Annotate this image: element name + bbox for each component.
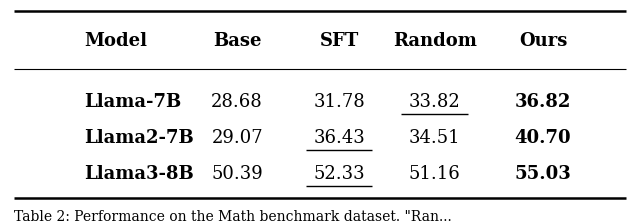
Text: Llama2-7B: Llama2-7B (84, 129, 194, 147)
Text: 36.82: 36.82 (515, 93, 572, 111)
Text: 52.33: 52.33 (314, 165, 365, 183)
Text: 28.68: 28.68 (211, 93, 263, 111)
Text: Table 2: Performance on the Math benchmark dataset. "Ran...: Table 2: Performance on the Math benchma… (14, 210, 452, 224)
Text: 40.70: 40.70 (515, 129, 572, 147)
Text: 31.78: 31.78 (313, 93, 365, 111)
Text: Ours: Ours (519, 32, 567, 50)
Text: 29.07: 29.07 (211, 129, 263, 147)
Text: Llama3-8B: Llama3-8B (84, 165, 194, 183)
Text: 51.16: 51.16 (409, 165, 461, 183)
Text: SFT: SFT (319, 32, 359, 50)
Text: Llama-7B: Llama-7B (84, 93, 182, 111)
Text: 50.39: 50.39 (211, 165, 263, 183)
Text: Model: Model (84, 32, 147, 50)
Text: 33.82: 33.82 (409, 93, 461, 111)
Text: Base: Base (213, 32, 261, 50)
Text: 36.43: 36.43 (313, 129, 365, 147)
Text: 55.03: 55.03 (515, 165, 572, 183)
Text: Random: Random (393, 32, 477, 50)
Text: 34.51: 34.51 (409, 129, 461, 147)
